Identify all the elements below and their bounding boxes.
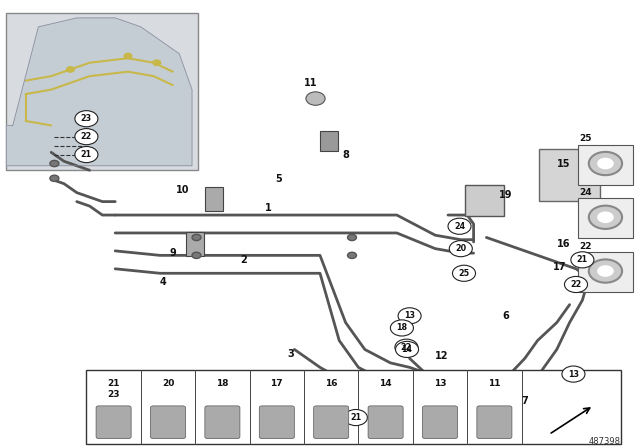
- FancyBboxPatch shape: [578, 198, 633, 238]
- Circle shape: [589, 259, 622, 283]
- Text: 14: 14: [380, 379, 392, 388]
- FancyBboxPatch shape: [86, 370, 621, 444]
- FancyBboxPatch shape: [539, 149, 600, 201]
- Text: 17: 17: [553, 262, 567, 271]
- Circle shape: [306, 92, 325, 105]
- Text: 24: 24: [454, 222, 465, 231]
- Text: 21: 21: [81, 150, 92, 159]
- Text: 11: 11: [488, 379, 500, 388]
- Circle shape: [597, 158, 614, 169]
- Text: 24: 24: [579, 188, 592, 197]
- Text: 21: 21: [350, 413, 362, 422]
- Text: 18: 18: [396, 323, 408, 332]
- Text: 22: 22: [81, 132, 92, 141]
- Text: 21
23: 21 23: [108, 379, 120, 399]
- FancyBboxPatch shape: [578, 252, 633, 292]
- Text: 14: 14: [401, 345, 413, 354]
- Circle shape: [449, 241, 472, 257]
- FancyBboxPatch shape: [578, 145, 633, 185]
- Text: 15: 15: [556, 159, 570, 168]
- Circle shape: [75, 146, 98, 163]
- Text: 6: 6: [502, 311, 509, 321]
- Text: 16: 16: [556, 239, 570, 249]
- Text: 22: 22: [570, 280, 582, 289]
- FancyBboxPatch shape: [150, 406, 186, 439]
- FancyBboxPatch shape: [465, 185, 504, 216]
- Circle shape: [344, 409, 367, 426]
- Circle shape: [448, 218, 471, 234]
- Circle shape: [50, 175, 59, 181]
- Circle shape: [75, 129, 98, 145]
- Text: 22: 22: [579, 242, 592, 251]
- Circle shape: [192, 234, 201, 241]
- Circle shape: [348, 252, 356, 258]
- Text: 17: 17: [271, 379, 283, 388]
- FancyBboxPatch shape: [314, 406, 349, 439]
- Text: 3: 3: [288, 349, 294, 359]
- Text: 13: 13: [404, 311, 415, 320]
- Circle shape: [589, 152, 622, 175]
- Text: 11: 11: [303, 78, 317, 88]
- Text: 12: 12: [435, 351, 449, 361]
- Circle shape: [452, 265, 476, 281]
- Polygon shape: [6, 18, 192, 166]
- Circle shape: [395, 339, 418, 355]
- Circle shape: [597, 265, 614, 277]
- Circle shape: [562, 366, 585, 382]
- Text: 7: 7: [522, 396, 528, 406]
- Text: 20: 20: [162, 379, 174, 388]
- Text: 25: 25: [579, 134, 592, 143]
- FancyBboxPatch shape: [205, 187, 223, 211]
- Text: 25: 25: [458, 269, 470, 278]
- Circle shape: [75, 111, 98, 127]
- Circle shape: [597, 211, 614, 223]
- Text: 5: 5: [275, 174, 282, 184]
- Text: 1: 1: [266, 203, 272, 213]
- Circle shape: [564, 276, 588, 293]
- Text: 13: 13: [434, 379, 446, 388]
- FancyBboxPatch shape: [186, 232, 204, 256]
- FancyBboxPatch shape: [368, 406, 403, 439]
- Text: 10: 10: [175, 185, 189, 195]
- Text: 16: 16: [325, 379, 337, 388]
- FancyBboxPatch shape: [477, 406, 512, 439]
- Text: 22: 22: [401, 343, 412, 352]
- Text: 4: 4: [160, 277, 166, 287]
- Circle shape: [124, 53, 132, 59]
- Circle shape: [153, 60, 161, 65]
- Text: 23: 23: [81, 114, 92, 123]
- Text: 18: 18: [216, 379, 228, 388]
- FancyBboxPatch shape: [6, 13, 198, 170]
- Circle shape: [589, 206, 622, 229]
- Text: 2: 2: [240, 255, 246, 265]
- Circle shape: [50, 160, 59, 167]
- Circle shape: [67, 67, 74, 72]
- Text: 20: 20: [455, 244, 467, 253]
- Text: 19: 19: [499, 190, 513, 200]
- Circle shape: [192, 252, 201, 258]
- FancyBboxPatch shape: [96, 406, 131, 439]
- Text: 13: 13: [568, 370, 579, 379]
- Circle shape: [571, 252, 594, 268]
- FancyBboxPatch shape: [320, 131, 338, 151]
- Circle shape: [390, 320, 413, 336]
- Circle shape: [396, 341, 419, 358]
- Text: 8: 8: [342, 150, 349, 159]
- Circle shape: [348, 234, 356, 241]
- FancyBboxPatch shape: [422, 406, 458, 439]
- Text: 487398: 487398: [589, 437, 621, 446]
- Text: 9: 9: [170, 248, 176, 258]
- FancyBboxPatch shape: [205, 406, 240, 439]
- Text: 21: 21: [577, 255, 588, 264]
- Circle shape: [398, 308, 421, 324]
- FancyBboxPatch shape: [259, 406, 294, 439]
